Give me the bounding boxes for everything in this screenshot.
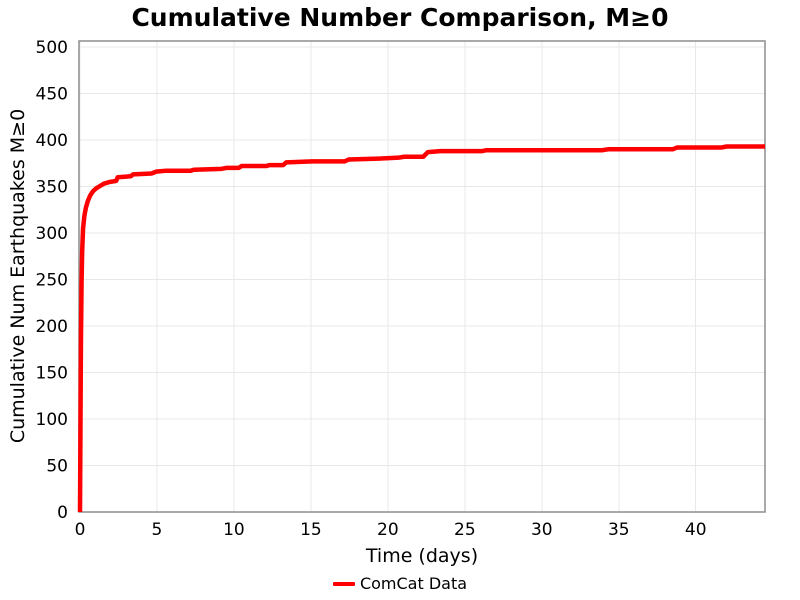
plot-border (78, 40, 766, 513)
y-tick-label: 450 (36, 85, 68, 105)
y-tick-label: 0 (57, 503, 68, 523)
x-tick-label: 35 (608, 520, 630, 540)
x-tick-label: 15 (300, 520, 322, 540)
y-tick-label: 500 (36, 38, 68, 58)
x-tick-labels: 0 5 10 15 20 25 30 35 40 (75, 520, 707, 540)
x-tick-label: 10 (223, 520, 245, 540)
y-tick-label: 250 (36, 271, 68, 291)
y-tick-label: 350 (36, 178, 68, 198)
x-tick-label: 30 (531, 520, 553, 540)
legend: ComCat Data (0, 574, 800, 593)
y-tick-label: 150 (36, 364, 68, 384)
series-lines (77, 144, 765, 513)
x-tick-label: 25 (454, 520, 476, 540)
x-tick-label: 40 (685, 520, 707, 540)
gridlines (79, 41, 765, 513)
x-tick-label: 5 (152, 520, 163, 540)
y-tick-label: 100 (36, 410, 68, 430)
y-tick-label: 200 (36, 317, 68, 337)
chart-title: Cumulative Number Comparison, M≥0 (131, 3, 669, 32)
y-tick-label: 50 (46, 457, 68, 477)
y-axis-label: Cumulative Num Earthquakes M≥0 (7, 109, 29, 443)
legend-line-swatch (332, 581, 355, 586)
y-tick-label: 300 (36, 224, 68, 244)
x-tick-label: 0 (75, 520, 86, 540)
x-tick-label: 20 (377, 520, 399, 540)
y-tick-labels: 0 50 100 150 200 250 300 350 400 450 500 (36, 38, 68, 523)
y-tick-label: 400 (36, 131, 68, 151)
comcat-data-line (77, 144, 765, 513)
legend-series-label: ComCat Data (359, 574, 468, 593)
x-axis-label: Time (days) (365, 545, 479, 567)
